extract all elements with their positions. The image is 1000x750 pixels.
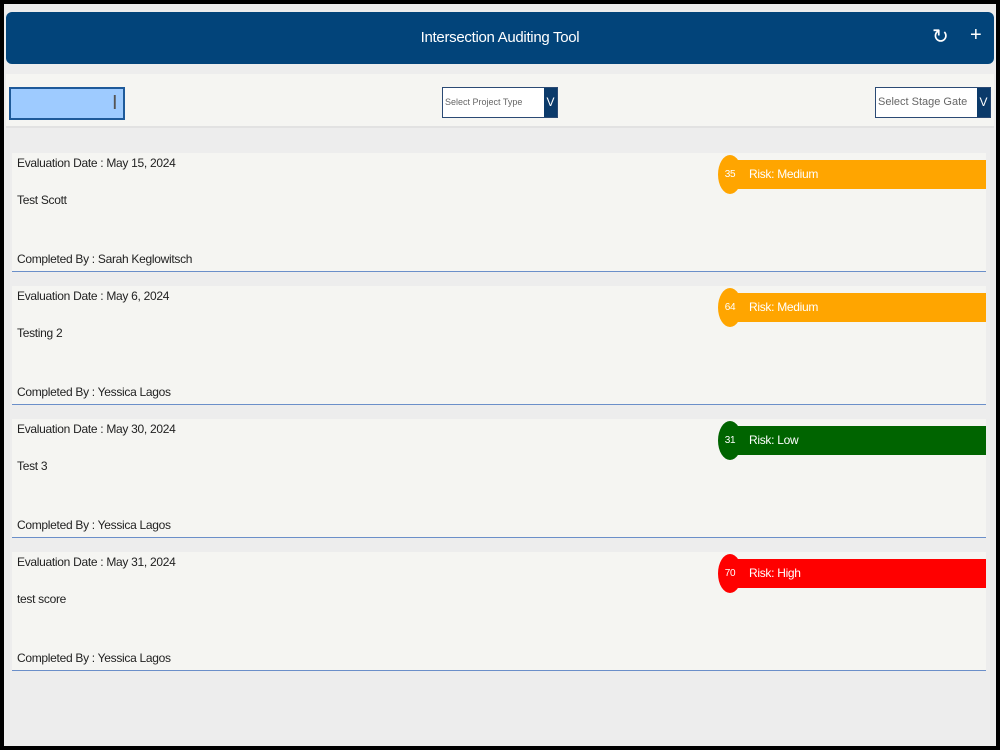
completed-by: Completed By : Yessica Lagos (17, 518, 171, 532)
refresh-icon[interactable]: ↻ (932, 26, 949, 48)
risk-score: 31 (718, 421, 742, 460)
stage-gate-placeholder: Select Stage Gate (878, 96, 968, 108)
risk-badge: Risk: High 70 (718, 554, 986, 593)
plus-icon[interactable]: + (970, 24, 982, 46)
audit-card[interactable]: Evaluation Date : May 15, 2024 Test Scot… (12, 153, 986, 272)
risk-badge: Risk: Low 31 (718, 421, 986, 460)
risk-label: Risk: Low (734, 426, 986, 455)
risk-label: Risk: Medium (734, 293, 986, 322)
chevron-down-icon[interactable]: V (977, 88, 990, 117)
evaluation-date: Evaluation Date : May 30, 2024 (17, 422, 176, 436)
list-item[interactable]: Evaluation Date : May 6, 2024 Testing 2 … (12, 272, 986, 405)
risk-label: Risk: High (734, 559, 986, 588)
search-input[interactable] (9, 87, 125, 120)
evaluation-date: Evaluation Date : May 31, 2024 (17, 555, 176, 569)
evaluation-date: Evaluation Date : May 6, 2024 (17, 289, 170, 303)
header-bar: Intersection Auditing Tool ↻ + (6, 12, 994, 64)
audit-name: test score (17, 592, 67, 606)
completed-by: Completed By : Sarah Keglowitsch (17, 252, 193, 266)
list-item[interactable]: Evaluation Date : May 30, 2024 Test 3 Co… (12, 405, 986, 538)
risk-score: 70 (718, 554, 742, 593)
audit-list: Evaluation Date : May 15, 2024 Test Scot… (12, 139, 986, 671)
audit-name: Test Scott (17, 193, 67, 207)
risk-badge: Risk: Medium 35 (718, 155, 986, 194)
audit-card[interactable]: Evaluation Date : May 6, 2024 Testing 2 … (12, 286, 986, 405)
chevron-down-icon[interactable]: V (544, 88, 557, 117)
audit-name: Testing 2 (17, 326, 63, 340)
audit-card[interactable]: Evaluation Date : May 30, 2024 Test 3 Co… (12, 419, 986, 538)
evaluation-date: Evaluation Date : May 15, 2024 (17, 156, 176, 170)
risk-score: 35 (718, 155, 742, 194)
risk-score: 64 (718, 288, 742, 327)
app-title: Intersection Auditing Tool (420, 29, 580, 46)
audit-name: Test 3 (17, 459, 48, 473)
filter-bar: I Select Project Type V Select Stage Gat… (6, 74, 994, 128)
risk-badge: Risk: Medium 64 (718, 288, 986, 327)
audit-card[interactable]: Evaluation Date : May 31, 2024 test scor… (12, 552, 986, 671)
stage-gate-dropdown[interactable]: Select Stage Gate V (875, 87, 991, 118)
completed-by: Completed By : Yessica Lagos (17, 651, 171, 665)
list-item[interactable]: Evaluation Date : May 15, 2024 Test Scot… (12, 139, 986, 272)
project-type-placeholder: Select Project Type (445, 97, 523, 107)
text-cursor-icon: I (112, 92, 118, 114)
risk-label: Risk: Medium (734, 160, 986, 189)
project-type-dropdown[interactable]: Select Project Type V (442, 87, 558, 118)
list-item[interactable]: Evaluation Date : May 31, 2024 test scor… (12, 538, 986, 671)
app-screen: Intersection Auditing Tool ↻ + I Select … (4, 4, 996, 746)
completed-by: Completed By : Yessica Lagos (17, 385, 171, 399)
